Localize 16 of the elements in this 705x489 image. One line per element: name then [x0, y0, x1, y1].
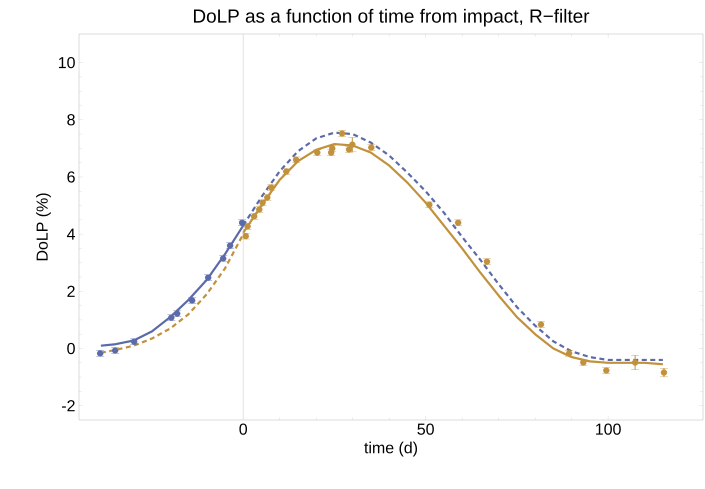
- y-tick-label: -2: [62, 400, 75, 412]
- y-tick-label: 0: [67, 342, 75, 354]
- x-tick-label: 50: [417, 424, 434, 435]
- y-axis-title: DoLP (%): [36, 193, 51, 260]
- x-tick-label: 100: [596, 424, 621, 435]
- y-tick-label: 4: [66, 228, 76, 240]
- y-tick-label: 8: [67, 114, 75, 126]
- x-tick-label: 0: [239, 424, 248, 435]
- y-tick-label: 2: [67, 286, 75, 297]
- y-tick-label: 10: [58, 56, 75, 68]
- point: [632, 359, 638, 366]
- point: [329, 145, 336, 152]
- x-axis-title: time (d): [364, 442, 417, 456]
- chart-title: DoLP as a function of time from impact, R−filter: [194, 8, 590, 26]
- point: [349, 141, 356, 148]
- y-tick-label: 6: [67, 171, 75, 183]
